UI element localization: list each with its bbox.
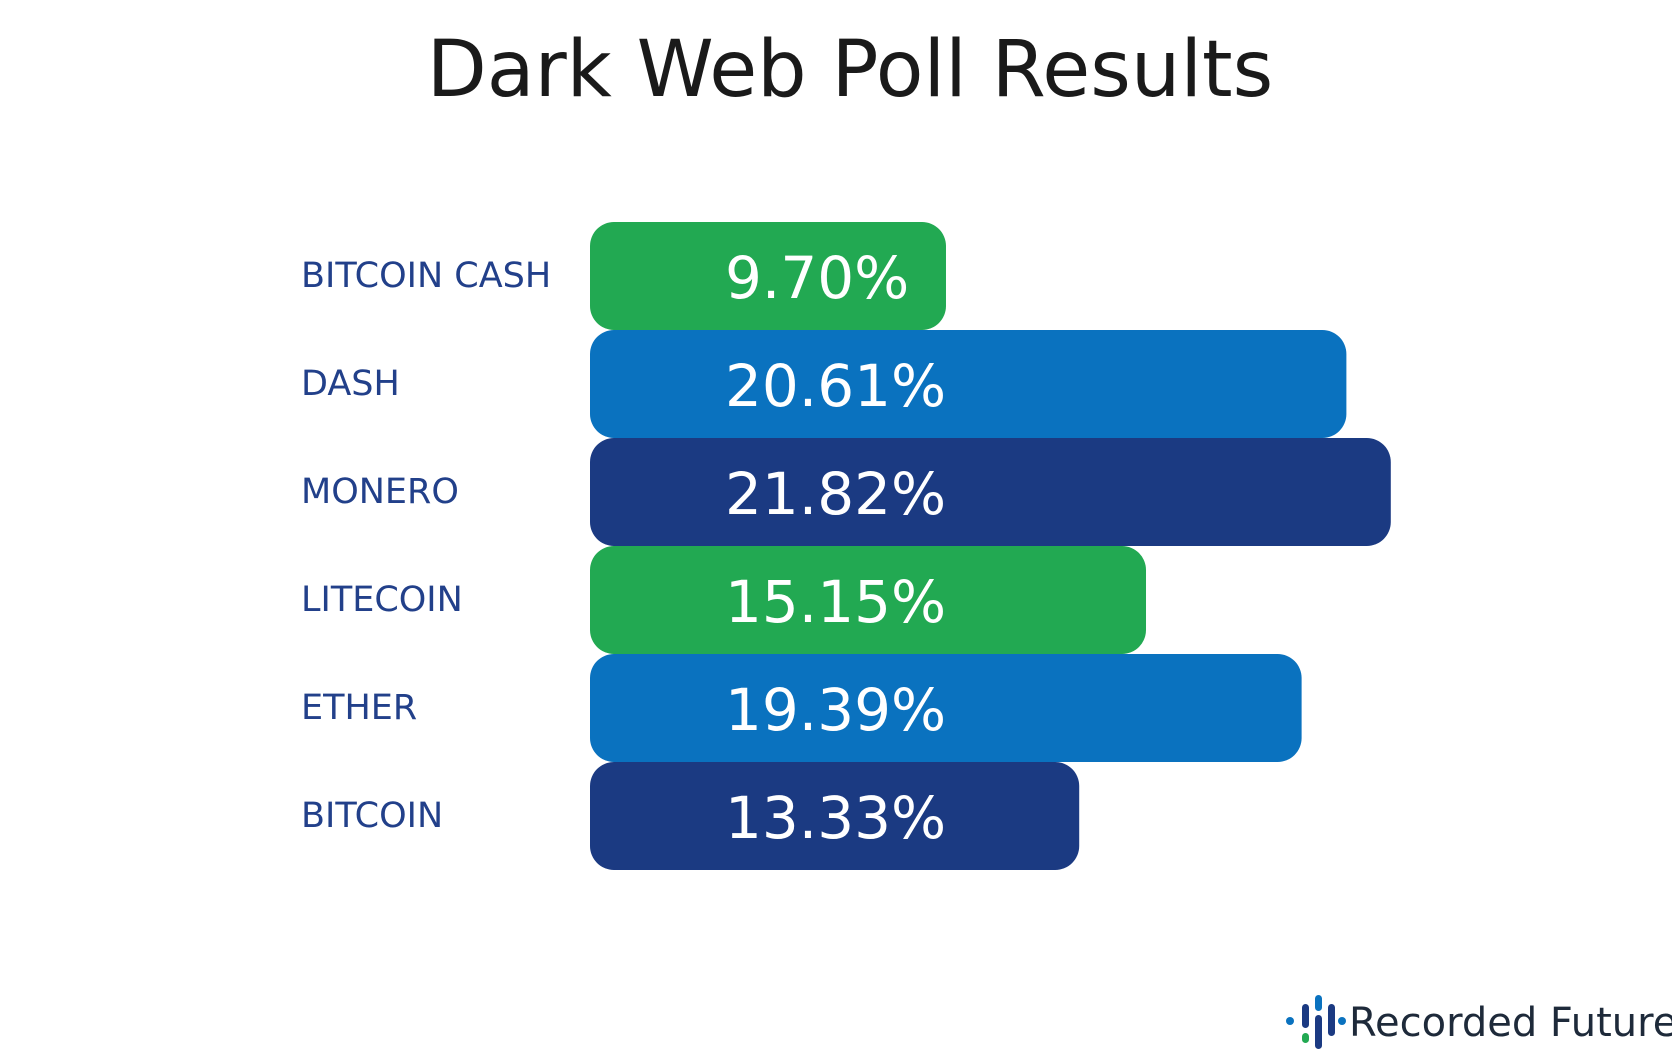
chart-title: Dark Web Poll Results	[427, 25, 1274, 115]
logo-dot	[1338, 1017, 1346, 1025]
logo-dot	[1286, 1017, 1294, 1025]
bars-layer: BITCOIN CASH 9.70% DASH 20.61% MONERO 21.82% L…	[301, 222, 1391, 870]
value-label: 20.61%	[725, 352, 946, 420]
bar-monero	[590, 438, 1391, 546]
bar-bitcoin-cash	[590, 222, 946, 330]
value-label: 9.70%	[725, 244, 909, 312]
value-label: 19.39%	[725, 676, 946, 744]
value-label: 13.33%	[725, 784, 946, 852]
logo-bar	[1315, 1015, 1322, 1049]
logo-bar	[1328, 1004, 1335, 1036]
brand-logo: Recorded Future	[1286, 995, 1672, 1049]
category-label: LITECOIN	[301, 580, 463, 620]
category-label: ETHER	[301, 688, 417, 728]
logo-bar	[1315, 995, 1322, 1011]
bar-litecoin	[590, 546, 1147, 654]
category-label: BITCOIN CASH	[301, 256, 551, 296]
bar-bitcoin	[590, 762, 1080, 870]
category-label: BITCOIN	[301, 796, 443, 836]
category-label: MONERO	[301, 472, 459, 512]
logo-bar	[1302, 1033, 1309, 1043]
value-label: 21.82%	[725, 460, 946, 528]
bar-ether	[590, 654, 1302, 762]
logo-bar	[1302, 1004, 1309, 1028]
bar-dash	[590, 330, 1347, 438]
category-label: DASH	[301, 364, 400, 404]
recorded-future-logo-icon	[1286, 995, 1346, 1049]
brand-name: Recorded Future	[1349, 1000, 1672, 1046]
value-label: 15.15%	[725, 568, 946, 636]
